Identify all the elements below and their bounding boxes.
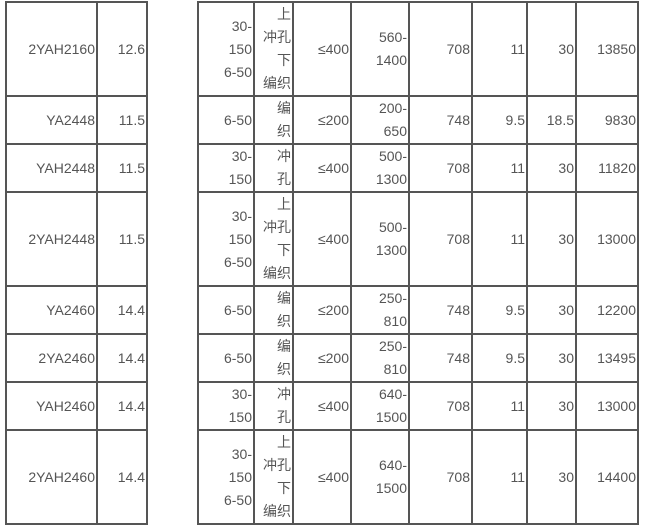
cell-value-4: 11 [471,1,528,97]
cell-value-5: 30 [526,381,577,431]
cell-value-3: 708 [408,381,473,431]
cell-limit: ≤400 [292,191,352,287]
cell-limit: ≤400 [292,429,352,525]
cell-spacer [146,144,199,192]
cell-value-3: 748 [408,333,473,383]
cell-range: 6-50 [197,285,255,335]
cell-value-4: 11 [471,143,528,193]
cell-process: 上 冲孔 下 编织 [253,429,294,525]
cell-process: 上 冲孔 下 编织 [253,1,294,97]
cell-spacer [146,382,199,430]
cell-spacer [146,286,199,334]
cell-range-2: 500- 1300 [350,143,410,193]
cell-spacer [146,192,199,286]
cell-spacer [146,96,199,144]
cell-process: 编 织 [253,95,294,145]
cell-value-6: 13000 [575,381,639,431]
cell-value-5: 30 [526,429,577,525]
spec-table: 2YAH2160 12.6 30- 150 6-50 上 冲孔 下 编织 ≤400 560… [5,1,639,525]
cell-value-6: 13000 [575,191,639,287]
cell-value-1: 14.4 [96,381,148,431]
cell-value-5: 18.5 [526,95,577,145]
cell-process: 冲 孔 [253,381,294,431]
table-row: YAH2448 11.5 30- 150 冲 孔 ≤400 500- 1300 708 11 3… [5,143,639,193]
cell-value-1: 14.4 [96,333,148,383]
cell-range-2: 250- 810 [350,333,410,383]
cell-value-1: 14.4 [96,429,148,525]
cell-value-1: 11.5 [96,95,148,145]
cell-model: YA2460 [5,285,98,335]
cell-range-2: 560- 1400 [350,1,410,97]
cell-process: 冲 孔 [253,143,294,193]
cell-range: 6-50 [197,95,255,145]
cell-value-6: 13850 [575,1,639,97]
cell-range-2: 640- 1500 [350,429,410,525]
cell-spacer [146,2,199,96]
cell-spacer [146,334,199,382]
cell-value-5: 30 [526,285,577,335]
cell-range-2: 500- 1300 [350,191,410,287]
cell-limit: ≤200 [292,285,352,335]
cell-model: 2YAH2460 [5,429,98,525]
cell-value-3: 708 [408,429,473,525]
cell-model: 2YAH2160 [5,1,98,97]
table-row: 2YAH2448 11.5 30- 150 6-50 上 冲孔 下 编织 ≤400 500… [5,191,639,287]
table-row: 2YAH2160 12.6 30- 150 6-50 上 冲孔 下 编织 ≤400 560… [5,1,639,97]
cell-value-6: 13495 [575,333,639,383]
cell-model: YAH2460 [5,381,98,431]
cell-limit: ≤400 [292,381,352,431]
cell-limit: ≤400 [292,1,352,97]
cell-value-3: 708 [408,1,473,97]
cell-value-3: 748 [408,285,473,335]
cell-value-6: 9830 [575,95,639,145]
cell-limit: ≤200 [292,95,352,145]
cell-value-1: 11.5 [96,191,148,287]
cell-range: 30- 150 [197,381,255,431]
table-row: 2YAH2460 14.4 30- 150 6-50 上 冲孔 下 编织 ≤400 640… [5,429,639,525]
cell-value-4: 11 [471,381,528,431]
cell-range: 30- 150 [197,143,255,193]
cell-value-6: 14400 [575,429,639,525]
cell-spacer [146,430,199,524]
table-row: YA2460 14.4 6-50 编 织 ≤200 250- 810 748 9.5 30 122… [5,285,639,335]
cell-value-5: 30 [526,333,577,383]
cell-value-4: 9.5 [471,95,528,145]
cell-value-3: 748 [408,95,473,145]
cell-value-6: 11820 [575,143,639,193]
cell-value-3: 708 [408,143,473,193]
cell-value-4: 11 [471,429,528,525]
cell-value-4: 11 [471,191,528,287]
cell-value-5: 30 [526,143,577,193]
cell-value-1: 12.6 [96,1,148,97]
cell-value-4: 9.5 [471,333,528,383]
table-row: YA2448 11.5 6-50 编 织 ≤200 200- 650 748 9.5 18.5 9… [5,95,639,145]
cell-value-6: 12200 [575,285,639,335]
cell-limit: ≤400 [292,143,352,193]
cell-process: 上 冲孔 下 编织 [253,191,294,287]
cell-value-3: 708 [408,191,473,287]
cell-range-2: 640- 1500 [350,381,410,431]
table-row: 2YA2460 14.4 6-50 编 织 ≤200 250- 810 748 9.5 30 13… [5,333,639,383]
cell-range: 30- 150 6-50 [197,429,255,525]
cell-range: 6-50 [197,333,255,383]
cell-value-1: 11.5 [96,143,148,193]
cell-model: YAH2448 [5,143,98,193]
cell-range-2: 250- 810 [350,285,410,335]
table-row: YAH2460 14.4 30- 150 冲 孔 ≤400 640- 1500 708 11 3… [5,381,639,431]
cell-value-1: 14.4 [96,285,148,335]
cell-process: 编 织 [253,333,294,383]
cell-range-2: 200- 650 [350,95,410,145]
cell-model: YA2448 [5,95,98,145]
cell-range: 30- 150 6-50 [197,191,255,287]
cell-model: 2YAH2448 [5,191,98,287]
cell-value-5: 30 [526,1,577,97]
cell-value-5: 30 [526,191,577,287]
cell-model: 2YA2460 [5,333,98,383]
cell-process: 编 织 [253,285,294,335]
cell-value-4: 9.5 [471,285,528,335]
cell-range: 30- 150 6-50 [197,1,255,97]
cell-limit: ≤200 [292,333,352,383]
